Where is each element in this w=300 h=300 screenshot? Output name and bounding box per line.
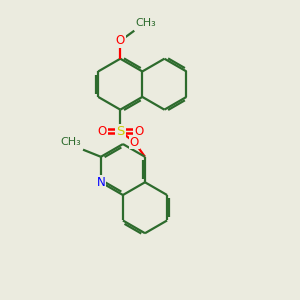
Text: O: O xyxy=(130,136,139,148)
Text: O: O xyxy=(116,34,125,47)
Text: S: S xyxy=(116,125,124,138)
Text: O: O xyxy=(134,125,143,138)
Text: CH₃: CH₃ xyxy=(60,137,81,147)
Text: N: N xyxy=(97,176,105,189)
Text: CH₃: CH₃ xyxy=(135,18,156,28)
Text: O: O xyxy=(97,125,106,138)
